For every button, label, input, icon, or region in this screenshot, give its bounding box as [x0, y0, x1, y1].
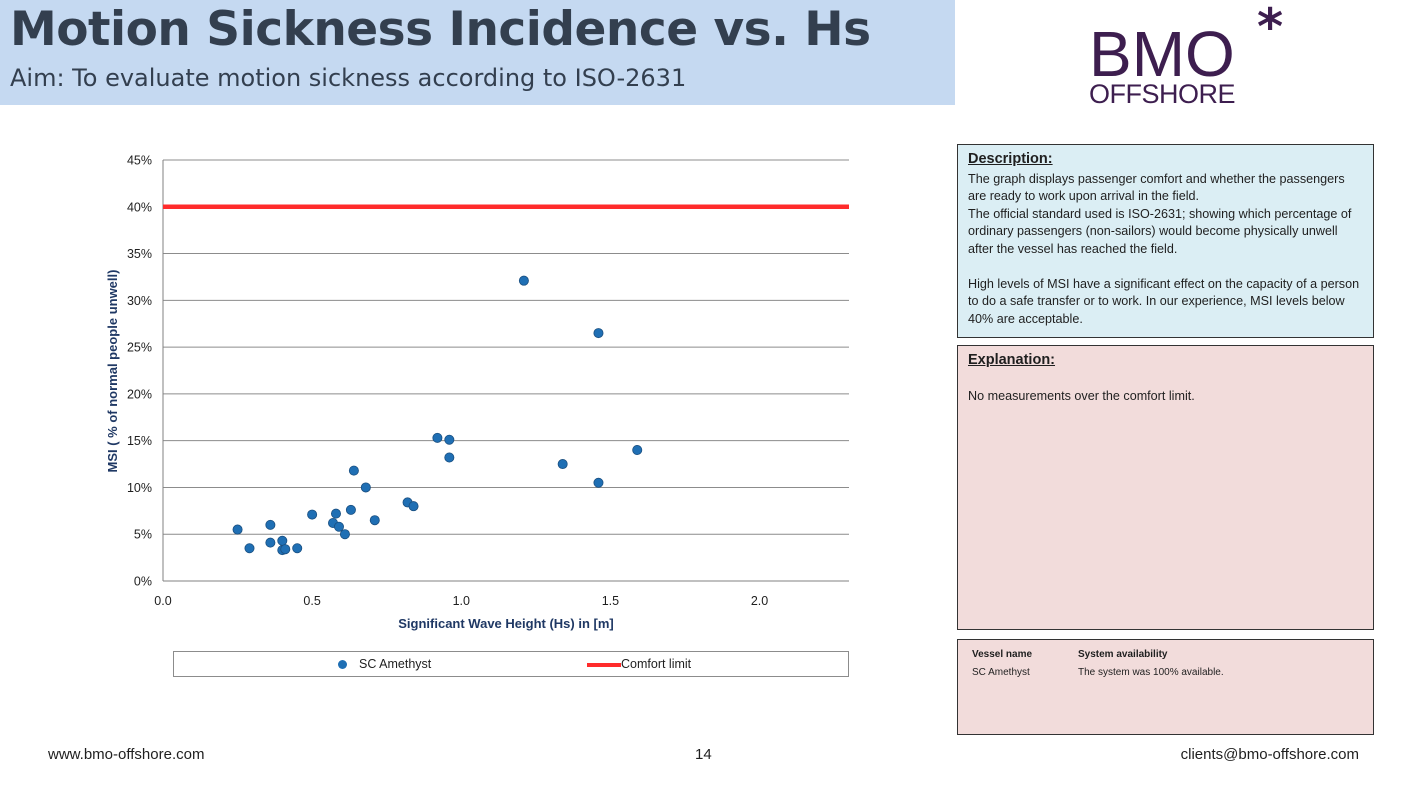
data-point-sc-amethyst	[408, 501, 419, 512]
axis-tick-labels: 0% 5% 10% 15% 20% 25% 30% 35% 40% 45% 0.0 0.5 1.0 1.5…	[127, 154, 768, 609]
description-paragraph-3: High levels of MSI have a significant ef…	[968, 276, 1360, 326]
x-tick-label: 1.5	[602, 594, 619, 608]
y-tick-label: 45%	[127, 154, 152, 168]
page-title: Motion Sickness Incidence vs. Hs	[10, 2, 871, 57]
x-tick-label: 0.5	[303, 594, 320, 608]
y-axis-label: MSI ( % of normal people unwell)	[105, 270, 120, 473]
data-point-sc-amethyst	[265, 519, 276, 530]
data-point-sc-amethyst	[432, 432, 443, 443]
legend-marker-sc-amethyst	[338, 660, 347, 669]
logo-bmo-text: BMO	[1089, 18, 1235, 90]
logo-asterisk: *	[1257, 6, 1283, 56]
gridlines	[162, 159, 849, 582]
y-tick-label: 20%	[127, 387, 152, 401]
y-tick-label: 30%	[127, 294, 152, 308]
system-availability-value: The system was 100% available.	[1078, 667, 1224, 678]
explanation-text: No measurements over the comfort limit.	[968, 388, 1195, 403]
legend-label-sc-amethyst: SC Amethyst	[359, 657, 432, 671]
vessel-table-row: SC Amethyst The system was 100% availabl…	[972, 664, 1359, 682]
y-tick-label: 15%	[127, 434, 152, 448]
description-panel: Description: The graph displays passenge…	[957, 144, 1374, 338]
data-point-sc-amethyst	[348, 465, 359, 476]
data-point-sc-amethyst	[632, 445, 643, 456]
vessel-name-header: Vessel name	[972, 649, 1033, 660]
data-point-sc-amethyst	[277, 535, 288, 546]
data-point-sc-amethyst	[593, 328, 604, 339]
vessel-name-value: SC Amethyst	[972, 667, 1030, 678]
data-point-sc-amethyst	[593, 477, 604, 488]
system-availability-header: System availability	[1078, 649, 1168, 660]
description-paragraph-2: The official standard used is ISO-2631; …	[968, 206, 1352, 256]
vessel-table-header-row: Vessel name System availability	[972, 646, 1359, 664]
y-tick-label: 5%	[134, 528, 152, 542]
bmo-offshore-logo: BMO OFFSHORE *	[1089, 6, 1283, 106]
data-point-sc-amethyst	[444, 452, 455, 463]
page-number: 14	[695, 746, 712, 763]
y-tick-label: 10%	[127, 481, 152, 495]
x-tick-label: 1.0	[453, 594, 470, 608]
x-tick-label: 2.0	[751, 594, 768, 608]
data-point-sc-amethyst	[518, 275, 529, 286]
data-point-sc-amethyst	[369, 515, 380, 526]
data-point-sc-amethyst	[330, 508, 341, 519]
series-layer	[163, 204, 849, 556]
description-heading: Description:	[968, 151, 1053, 167]
data-point-sc-amethyst	[292, 543, 303, 554]
vessel-availability-panel: Vessel name System availability SC Ameth…	[957, 639, 1374, 735]
data-point-sc-amethyst	[360, 482, 371, 493]
legend-label-comfort-limit: Comfort limit	[621, 657, 692, 671]
data-point-sc-amethyst	[280, 544, 291, 555]
data-point-sc-amethyst	[557, 459, 568, 470]
footer-website: www.bmo-offshore.com	[48, 746, 205, 763]
data-point-sc-amethyst	[339, 529, 350, 540]
logo-offshore-text: OFFSHORE	[1089, 79, 1235, 106]
title-band: Motion Sickness Incidence vs. Hs Aim: To…	[0, 0, 955, 105]
y-tick-label: 0%	[134, 575, 152, 589]
page-subtitle: Aim: To evaluate motion sickness accordi…	[10, 64, 687, 92]
data-point-sc-amethyst	[345, 504, 356, 515]
chart-legend: SC Amethyst Comfort limit	[173, 651, 849, 677]
x-tick-label: 0.0	[154, 594, 171, 608]
data-point-sc-amethyst	[333, 521, 344, 532]
explanation-heading: Explanation:	[968, 352, 1056, 368]
description-paragraph-1: The graph displays passenger comfort and…	[968, 171, 1345, 204]
data-point-sc-amethyst	[244, 543, 255, 554]
data-point-sc-amethyst	[307, 509, 318, 520]
data-point-sc-amethyst	[444, 434, 455, 445]
y-tick-label: 25%	[127, 341, 152, 355]
data-point-sc-amethyst	[232, 524, 243, 535]
legend-marker-comfort-limit	[587, 663, 621, 667]
footer-email: clients@bmo-offshore.com	[1180, 746, 1359, 763]
x-axis-label: Significant Wave Height (Hs) in [m]	[398, 616, 613, 631]
explanation-panel: Explanation: No measurements over the co…	[957, 345, 1374, 630]
msi-scatter-chart: 0% 5% 10% 15% 20% 25% 30% 35% 40% 45% 0.0 0.5 1.0 1.5…	[105, 154, 849, 631]
y-tick-label: 40%	[127, 200, 152, 214]
data-point-sc-amethyst	[265, 537, 276, 548]
y-tick-label: 35%	[127, 247, 152, 261]
